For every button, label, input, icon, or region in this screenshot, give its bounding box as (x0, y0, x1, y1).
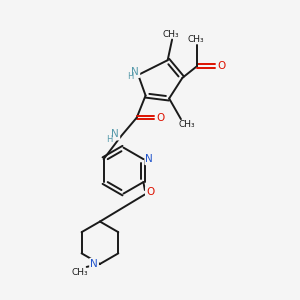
Text: CH₃: CH₃ (178, 120, 195, 129)
Text: N: N (131, 67, 139, 77)
Text: O: O (217, 61, 225, 71)
Text: N: N (146, 154, 153, 164)
Text: N: N (90, 259, 98, 269)
Text: CH₃: CH₃ (72, 268, 88, 277)
Text: N: N (111, 129, 119, 140)
Text: H: H (106, 135, 112, 144)
Text: H: H (127, 73, 133, 82)
Text: CH₃: CH₃ (162, 30, 179, 39)
Text: CH₃: CH₃ (187, 35, 204, 44)
Text: O: O (157, 112, 165, 123)
Text: O: O (146, 187, 154, 197)
